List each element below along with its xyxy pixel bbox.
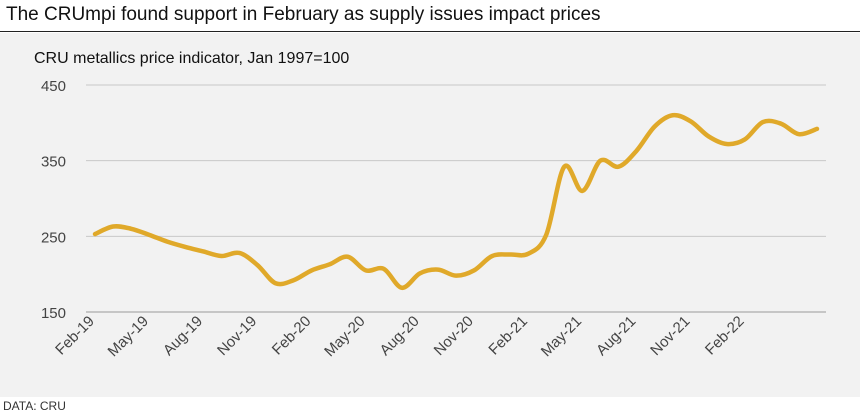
data-point-21: [472, 268, 476, 272]
data-point-37: [761, 120, 765, 124]
x-tick-label: Feb-21: [485, 313, 531, 359]
data-point-24: [526, 252, 530, 256]
series-layer: [92, 112, 820, 291]
data-point-38: [779, 122, 783, 126]
data-point-22: [490, 254, 494, 258]
x-tick-label: Nov-19: [214, 313, 260, 359]
data-point-5: [183, 245, 187, 249]
data-point-40: [815, 127, 819, 131]
data-point-34: [707, 134, 711, 138]
x-tick-label: Feb-20: [269, 313, 315, 359]
data-point-15: [364, 268, 368, 272]
data-point-3: [147, 233, 151, 237]
data-point-10: [274, 281, 278, 285]
data-point-27: [580, 189, 584, 193]
data-point-31: [653, 125, 657, 129]
gridlines: [86, 84, 826, 313]
data-point-23: [508, 252, 512, 256]
data-point-16: [382, 267, 386, 271]
y-tick-label: 250: [41, 229, 66, 246]
data-point-19: [436, 268, 440, 272]
data-point-39: [797, 132, 801, 136]
data-point-30: [634, 149, 638, 153]
x-tick-label: Aug-20: [377, 313, 423, 359]
data-point-28: [598, 159, 602, 163]
x-tick-label: May-19: [105, 313, 152, 360]
data-point-20: [454, 274, 458, 278]
chart-panel: [0, 33, 860, 397]
data-point-13: [328, 262, 332, 266]
x-axis-tick-labels: Feb-19 May-19 Aug-19 Nov-19 Feb-20 May-20 Aug-…: [52, 313, 747, 360]
data-point-33: [689, 119, 693, 123]
data-point-6: [201, 249, 205, 253]
source-note: DATA: CRU: [3, 399, 66, 413]
x-tick-label: May-21: [538, 313, 585, 360]
x-tick-label: Nov-21: [647, 313, 693, 359]
data-point-35: [725, 142, 729, 146]
y-tick-label: 350: [41, 154, 66, 171]
series-line-cru-metallics: [92, 112, 820, 291]
data-point-32: [671, 113, 675, 117]
data-point-11: [292, 278, 296, 282]
y-axis-tick-labels: 150 250 350 450: [41, 78, 66, 322]
data-point-29: [616, 165, 620, 169]
y-tick-label: 150: [41, 305, 66, 322]
data-point-12: [310, 268, 314, 272]
chart-headline: The CRUmpi found support in February as …: [6, 4, 601, 25]
x-tick-label: Feb-22: [702, 313, 748, 359]
x-tick-label: Aug-21: [593, 313, 639, 359]
y-tick-label: 450: [41, 78, 66, 95]
data-point-14: [346, 255, 350, 259]
x-tick-label: Aug-19: [160, 313, 206, 359]
x-tick-label: May-20: [321, 313, 368, 360]
data-point-17: [400, 286, 404, 290]
data-point-8: [237, 251, 241, 255]
data-point-2: [129, 227, 133, 231]
data-point-25: [544, 233, 548, 237]
chart-title: CRU metallics price indicator, Jan 1997=…: [34, 50, 350, 67]
data-point-18: [418, 271, 422, 275]
x-tick-label: Nov-20: [431, 313, 477, 359]
headline-rule: [0, 31, 860, 32]
data-point-4: [165, 240, 169, 244]
data-point-7: [219, 254, 223, 258]
data-point-26: [562, 165, 566, 169]
data-point-36: [743, 137, 747, 141]
data-point-1: [111, 224, 115, 228]
data-point-9: [255, 263, 259, 267]
data-point-0: [93, 232, 97, 236]
